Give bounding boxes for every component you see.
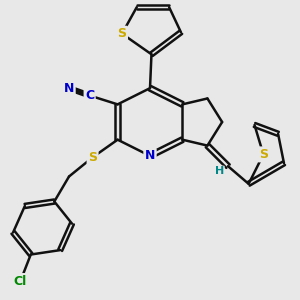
Text: N: N	[145, 149, 155, 162]
Text: N: N	[64, 82, 74, 95]
Text: C: C	[85, 89, 94, 102]
Text: H: H	[214, 167, 224, 176]
Text: S: S	[259, 148, 268, 161]
Text: S: S	[118, 27, 127, 40]
Text: S: S	[88, 151, 97, 164]
Text: Cl: Cl	[14, 274, 27, 287]
